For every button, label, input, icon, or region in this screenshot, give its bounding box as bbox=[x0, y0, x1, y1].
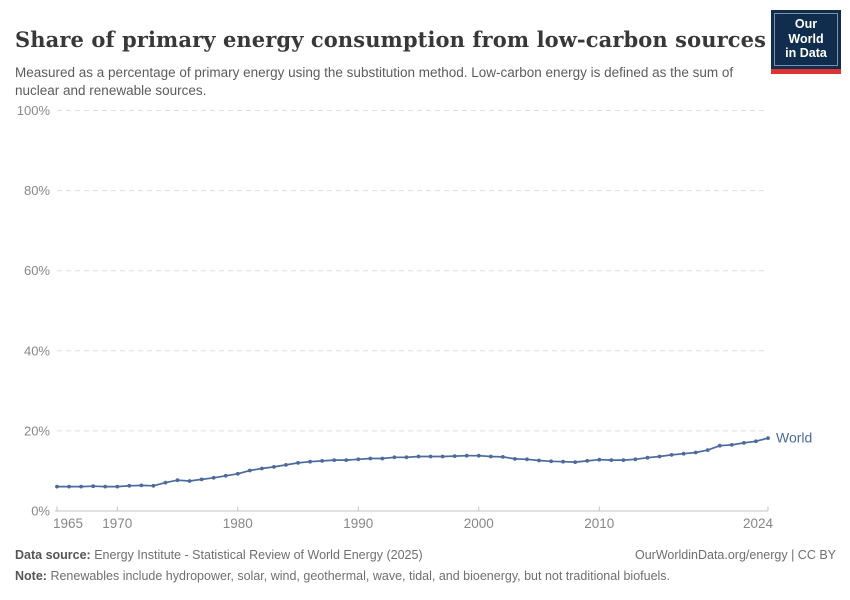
x-axis-label: 2024 bbox=[743, 516, 774, 531]
y-axis-label: 0% bbox=[31, 504, 50, 519]
data-point-marker[interactable] bbox=[621, 458, 626, 462]
data-point-marker[interactable] bbox=[585, 459, 590, 463]
data-point-marker[interactable] bbox=[67, 484, 71, 489]
y-axis-label: 20% bbox=[24, 423, 50, 438]
data-point-marker[interactable] bbox=[344, 458, 349, 462]
chart-note: Note: Renewables include hydropower, sol… bbox=[15, 569, 670, 583]
data-point-marker[interactable] bbox=[332, 458, 337, 462]
data-point-marker[interactable] bbox=[561, 459, 565, 464]
y-axis-label: 60% bbox=[24, 263, 50, 278]
data-point-marker[interactable] bbox=[296, 461, 300, 465]
y-axis-label: 100% bbox=[17, 103, 51, 118]
data-point-marker[interactable] bbox=[392, 455, 397, 460]
data-point-marker[interactable] bbox=[513, 457, 517, 461]
data-point-marker[interactable] bbox=[404, 455, 409, 460]
data-point-marker[interactable] bbox=[742, 441, 746, 445]
data-point-marker[interactable] bbox=[115, 484, 120, 489]
world-line-series[interactable] bbox=[56, 437, 769, 488]
data-point-marker[interactable] bbox=[272, 465, 276, 469]
series-end-label[interactable]: World bbox=[776, 430, 812, 446]
data-source-label: Data source: bbox=[15, 548, 91, 562]
data-point-marker[interactable] bbox=[416, 454, 421, 459]
data-point-marker[interactable] bbox=[139, 483, 144, 488]
data-point-marker[interactable] bbox=[537, 458, 541, 463]
data-point-marker[interactable] bbox=[501, 455, 505, 459]
data-point-marker[interactable] bbox=[380, 456, 385, 461]
data-source-text: Energy Institute - Statistical Review of… bbox=[94, 548, 423, 562]
data-point-marker[interactable] bbox=[320, 459, 324, 463]
data-point-marker[interactable] bbox=[573, 460, 578, 464]
data-point-marker[interactable] bbox=[597, 457, 602, 462]
data-point-marker[interactable] bbox=[633, 457, 638, 462]
data-point-marker[interactable] bbox=[175, 478, 180, 483]
data-point-marker[interactable] bbox=[211, 475, 216, 480]
y-axis-label: 40% bbox=[24, 343, 50, 358]
owid-logo-accent-bar bbox=[771, 68, 841, 74]
data-point-marker[interactable] bbox=[476, 453, 481, 458]
data-point-marker[interactable] bbox=[284, 463, 288, 467]
y-axis-label: 80% bbox=[24, 183, 50, 198]
data-point-marker[interactable] bbox=[549, 459, 553, 464]
data-point-marker[interactable] bbox=[260, 466, 264, 471]
chart-subtitle: Measured as a percentage of primary ener… bbox=[15, 64, 734, 99]
data-point-marker[interactable] bbox=[368, 456, 373, 461]
data-point-marker[interactable] bbox=[609, 458, 614, 462]
data-point-marker[interactable] bbox=[428, 454, 433, 459]
x-axis-label: 1965 bbox=[53, 516, 83, 531]
data-point-marker[interactable] bbox=[693, 450, 698, 455]
data-point-marker[interactable] bbox=[657, 454, 662, 459]
data-point-marker[interactable] bbox=[452, 454, 457, 458]
data-point-marker[interactable] bbox=[103, 484, 108, 489]
data-point-marker[interactable] bbox=[681, 451, 686, 456]
license-credit[interactable]: OurWorldinData.org/energy | CC BY bbox=[634, 548, 836, 562]
data-point-marker[interactable] bbox=[356, 457, 361, 462]
data-point-marker[interactable] bbox=[151, 483, 156, 488]
owid-logo-line2: in Data bbox=[785, 46, 827, 60]
data-point-marker[interactable] bbox=[729, 443, 734, 447]
x-axis-label: 1980 bbox=[223, 516, 253, 531]
data-point-marker[interactable] bbox=[717, 443, 722, 448]
data-point-marker[interactable] bbox=[754, 439, 758, 444]
page-title: Share of primary energy consumption from… bbox=[15, 27, 766, 53]
data-point-marker[interactable] bbox=[91, 484, 96, 489]
data-point-marker[interactable] bbox=[79, 484, 83, 489]
owid-logo-box: Our World in Data bbox=[771, 10, 841, 69]
owid-logo-line1: Our World bbox=[788, 17, 824, 46]
data-point-marker[interactable] bbox=[488, 454, 493, 459]
data-point-marker[interactable] bbox=[235, 471, 240, 476]
x-axis-label: 2000 bbox=[464, 516, 494, 531]
data-point-marker[interactable] bbox=[187, 479, 192, 483]
data-point-marker[interactable] bbox=[645, 455, 650, 460]
data-point-marker[interactable] bbox=[223, 473, 228, 478]
data-point-marker[interactable] bbox=[525, 457, 529, 462]
data-point-marker[interactable] bbox=[669, 453, 674, 457]
chart-note-label: Note: bbox=[15, 569, 47, 583]
data-point-marker[interactable] bbox=[440, 454, 445, 459]
data-point-marker[interactable] bbox=[705, 448, 710, 452]
data-source: Data source: Energy Institute - Statisti… bbox=[15, 548, 423, 562]
x-axis-label: 1970 bbox=[102, 516, 132, 531]
data-point-marker[interactable] bbox=[464, 453, 469, 458]
chart-note-text: Renewables include hydropower, solar, wi… bbox=[50, 569, 671, 583]
data-point-marker[interactable] bbox=[163, 480, 168, 485]
owid-logo[interactable]: Our World in Data bbox=[771, 10, 841, 74]
data-point-marker[interactable] bbox=[247, 468, 252, 473]
x-axis-label: 1990 bbox=[343, 516, 373, 531]
x-axis-label: 2010 bbox=[584, 516, 614, 531]
data-point-marker[interactable] bbox=[55, 484, 59, 489]
data-point-marker[interactable] bbox=[199, 477, 204, 482]
data-point-marker[interactable] bbox=[308, 459, 312, 464]
data-point-marker[interactable] bbox=[766, 436, 770, 440]
data-point-marker[interactable] bbox=[127, 483, 132, 488]
